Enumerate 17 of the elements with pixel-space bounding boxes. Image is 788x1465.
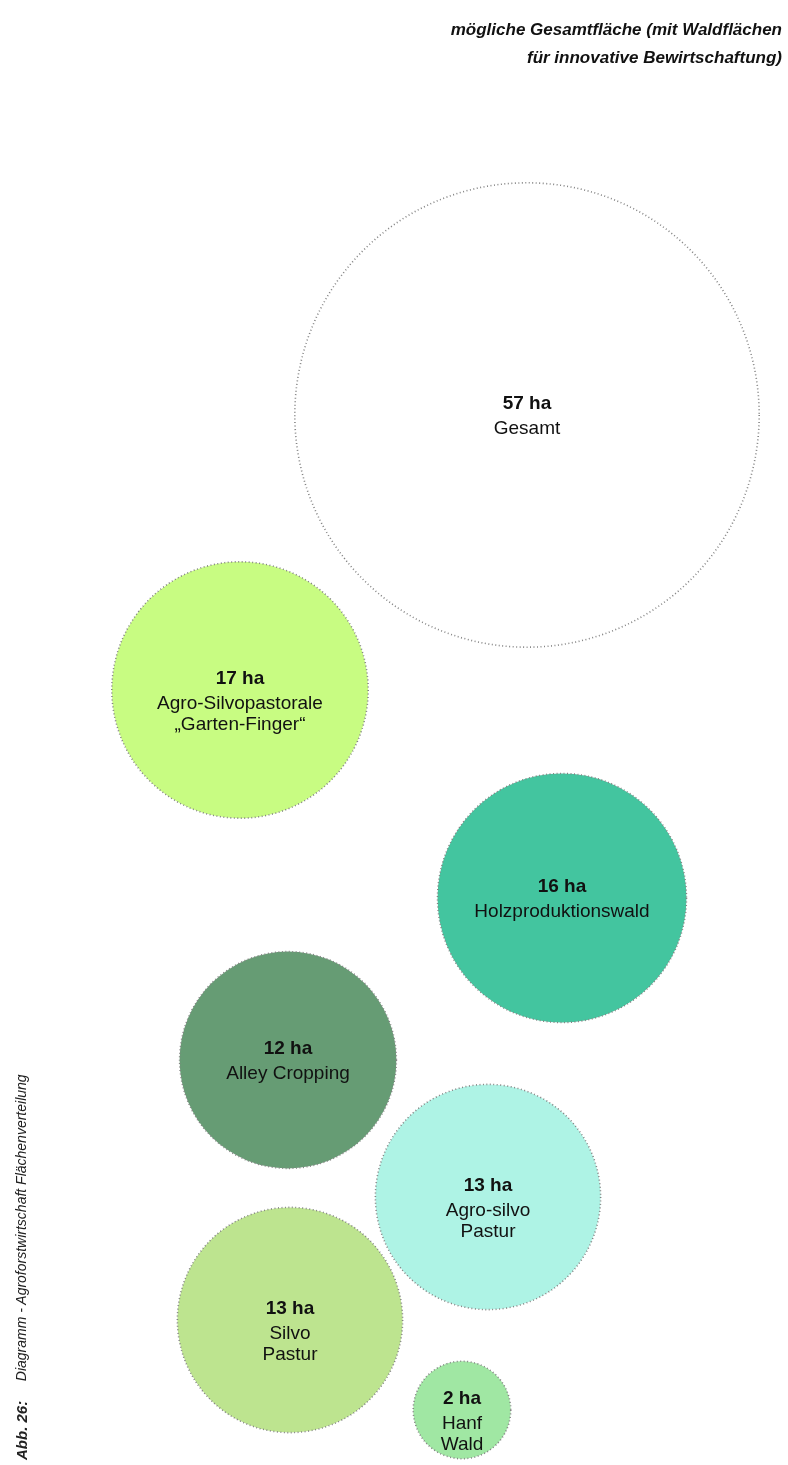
text: Diagramm - Agroforstwirtschaft Flächenverteilung	[13, 1074, 29, 1382]
category-label: Hanf Wald	[440, 1412, 484, 1454]
category-label: Agro-silvo Pastur	[445, 1199, 531, 1241]
category-label: Agro-Silvopastorale „Garten-Finger“	[157, 692, 323, 734]
data-label: 13 ha	[265, 1297, 315, 1318]
data-label: 12 ha	[263, 1037, 313, 1058]
caption: Abb. 26:	[13, 1400, 30, 1461]
category-label: Gesamt	[493, 417, 561, 438]
data-label: 17 ha	[215, 667, 265, 688]
category-label: Alley Cropping	[226, 1062, 350, 1083]
category-label: Silvo Pastur	[262, 1322, 319, 1364]
category-label: Holzproduktionswald	[474, 900, 650, 921]
data-label: 16 ha	[537, 875, 587, 896]
data-label: 2 ha	[442, 1387, 482, 1408]
text: mögliche Gesamtfläche (mit Waldflächen für innovative Bewirtschaftung)	[450, 20, 783, 67]
data-label: 57 ha	[502, 392, 552, 413]
data-label: 13 ha	[463, 1174, 513, 1195]
